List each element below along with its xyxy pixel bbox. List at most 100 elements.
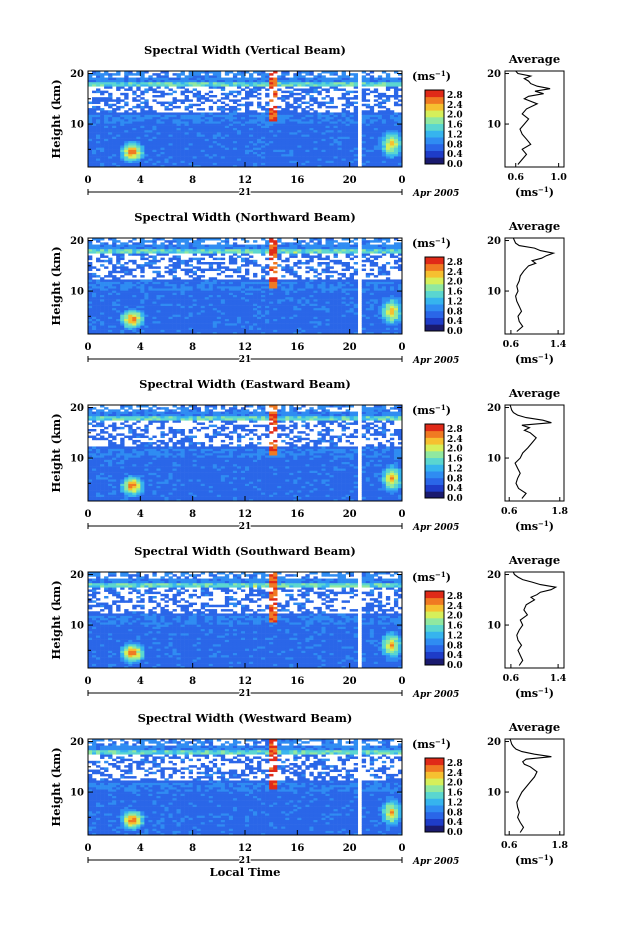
heatmap-cell: [212, 136, 218, 139]
heatmap-cell: [228, 99, 234, 102]
heatmap-cell: [361, 318, 367, 322]
heatmap-cell: [164, 318, 169, 322]
heatmap-cell: [192, 129, 197, 133]
heatmap-cell: [200, 125, 206, 129]
heatmap-cell: [289, 103, 294, 107]
heatmap-cell: [208, 136, 214, 139]
heatmap-cell: [309, 162, 314, 166]
heatmap-cell: [289, 314, 294, 317]
heatmap-cell: [216, 162, 222, 166]
heatmap-cell: [188, 305, 193, 309]
heatmap-cell: [317, 316, 322, 320]
heatmap-cell: [152, 314, 157, 317]
heatmap-cell: [321, 114, 326, 118]
heatmap-cell: [180, 112, 185, 115]
heatmap-cell: [148, 288, 153, 291]
heatmap-cell: [192, 127, 197, 131]
heatmap-cell: [321, 136, 326, 139]
heatmap-cell: [180, 268, 185, 272]
heatmap-cell: [100, 312, 105, 315]
heatmap-cell: [257, 132, 262, 135]
heatmap-cell: [124, 331, 129, 335]
heatmap-cell: [329, 281, 334, 285]
heatmap-cell: [257, 73, 262, 76]
heatmap-cell: [104, 143, 109, 146]
heatmap-cell: [168, 88, 173, 91]
heatmap-cell: [100, 279, 105, 282]
heatmap-cell: [373, 99, 379, 102]
heatmap-cell: [333, 318, 338, 322]
heatmap-cell: [269, 307, 274, 311]
heatmap-cell: [240, 164, 246, 168]
heatmap-cell: [269, 164, 274, 168]
heatmap-cell: [377, 325, 383, 328]
heatmap-cell: [216, 292, 222, 296]
heatmap-cell: [116, 329, 121, 333]
heatmap-cell: [285, 101, 290, 105]
heatmap-cell: [341, 125, 346, 129]
heatmap-cell: [104, 112, 109, 115]
heatmap-cell: [172, 149, 177, 153]
heatmap-cell: [365, 327, 371, 330]
heatmap-cell: [289, 110, 294, 113]
heatmap-cell: [389, 149, 395, 153]
heatmap-cell: [325, 283, 330, 287]
heatmap-cell: [249, 112, 254, 115]
heatmap-cell: [140, 108, 145, 111]
heatmap-cell: [136, 158, 141, 161]
heatmap-cell: [92, 314, 97, 317]
heatmap-cell: [88, 266, 93, 269]
heatmap-cell: [341, 112, 346, 115]
heatmap-cell: [152, 296, 157, 300]
heatmap-cell: [245, 119, 250, 122]
heatmap-cell: [325, 158, 330, 161]
heatmap-cell: [152, 143, 157, 146]
heatmap-cell: [277, 84, 282, 87]
heatmap-cell: [321, 97, 326, 100]
heatmap-cell: [361, 296, 367, 300]
heatmap-cell: [349, 129, 354, 133]
heatmap-cell: [373, 310, 379, 313]
heatmap-cell: [249, 145, 254, 148]
heatmap-cell: [240, 132, 246, 135]
heatmap-cell: [128, 312, 133, 315]
heatmap-cell: [208, 90, 214, 94]
heatmap-cell: [393, 134, 399, 137]
heatmap-cell: [112, 318, 117, 322]
heatmap-cell: [293, 296, 298, 300]
heatmap-cell: [240, 296, 246, 300]
heatmap-cell: [232, 73, 238, 76]
heatmap-cell: [100, 281, 105, 285]
heatmap-cell: [393, 138, 399, 142]
heatmap-cell: [232, 270, 238, 274]
heatmap-cell: [184, 138, 189, 142]
heatmap-cell: [128, 162, 133, 166]
heatmap-cell: [188, 286, 193, 289]
heatmap-cell: [224, 134, 230, 137]
heatmap-cell: [212, 156, 218, 159]
heatmap-cell: [397, 320, 403, 324]
heatmap-cell: [281, 281, 286, 285]
heatmap-cell: [164, 101, 169, 105]
heatmap-cell: [277, 316, 282, 320]
heatmap-cell: [164, 81, 169, 85]
heatmap-cell: [329, 119, 334, 122]
heatmap-cell: [361, 114, 367, 118]
colorbar-segment: [425, 116, 444, 125]
heatmap-cell: [369, 318, 375, 322]
heatmap-cell: [317, 121, 322, 124]
heatmap-cell: [301, 147, 306, 150]
heatmap-cell: [261, 303, 266, 306]
heatmap-cell: [140, 143, 145, 146]
heatmap-cell: [397, 119, 403, 122]
heatmap-cell: [120, 327, 125, 330]
heatmap-cell: [337, 283, 342, 287]
heatmap-cell: [301, 110, 306, 113]
heatmap-cell: [393, 129, 399, 133]
heatmap-cell: [321, 312, 326, 315]
heatmap-cell: [393, 136, 399, 139]
heatmap-cell: [172, 316, 177, 320]
heatmap-cell: [188, 112, 193, 115]
heatmap-cell: [120, 153, 125, 157]
heatmap-cell: [140, 73, 145, 76]
